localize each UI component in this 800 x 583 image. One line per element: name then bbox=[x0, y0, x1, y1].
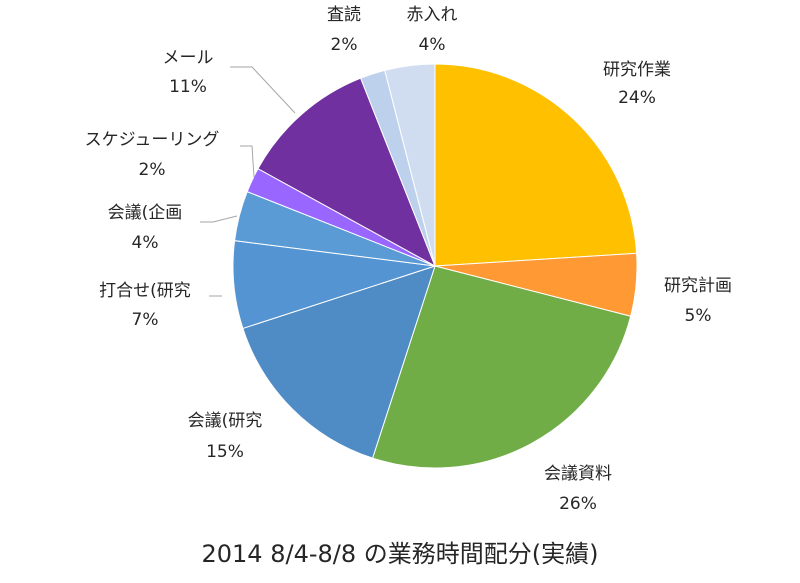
slice-percent-label: 4% bbox=[132, 233, 159, 253]
slices-layer bbox=[232, 63, 638, 469]
slice-label: 会議(企画 bbox=[108, 203, 183, 223]
slice-percent-label: 5% bbox=[685, 306, 712, 326]
slice-percent-label: 4% bbox=[419, 35, 446, 55]
slice-percent-label: 26% bbox=[559, 494, 597, 514]
leader-line bbox=[240, 145, 255, 178]
chart-title: 2014 8/4-8/8 の業務時間配分(実績) bbox=[202, 540, 599, 568]
slice-label: スケジューリング bbox=[85, 130, 220, 150]
pie-slice bbox=[384, 63, 436, 267]
leader-line bbox=[200, 215, 238, 223]
pie-slice bbox=[434, 63, 638, 267]
slice-percent-label: 2% bbox=[331, 35, 358, 55]
slice-percent-label: 24% bbox=[618, 88, 656, 108]
slice-percent-label: 11% bbox=[169, 77, 207, 97]
slice-label: 研究計画 bbox=[664, 276, 732, 296]
leader-line bbox=[230, 66, 296, 114]
leader-lines-layer bbox=[200, 66, 296, 297]
slice-label: 研究作業 bbox=[603, 60, 671, 80]
slice-label: 査読 bbox=[327, 5, 361, 25]
slice-label: 赤入れ bbox=[407, 5, 458, 25]
pie-slice bbox=[257, 77, 436, 268]
labels-layer: 研究作業 24% 研究計画 5% 会議資料 26% 会議(研究 15% 打合せ(研究 7% 会議(企… bbox=[85, 5, 732, 514]
pie-slice bbox=[371, 265, 632, 469]
slice-percent-label: 15% bbox=[206, 442, 244, 462]
slice-label: 打合せ(研究 bbox=[99, 281, 191, 301]
slice-label: メール bbox=[163, 48, 214, 68]
pie-slice bbox=[242, 265, 436, 459]
slice-percent-label: 2% bbox=[139, 160, 166, 180]
slice-percent-label: 7% bbox=[132, 310, 159, 330]
slice-label: 会議(研究 bbox=[188, 411, 263, 431]
slice-label: 会議資料 bbox=[544, 464, 612, 484]
